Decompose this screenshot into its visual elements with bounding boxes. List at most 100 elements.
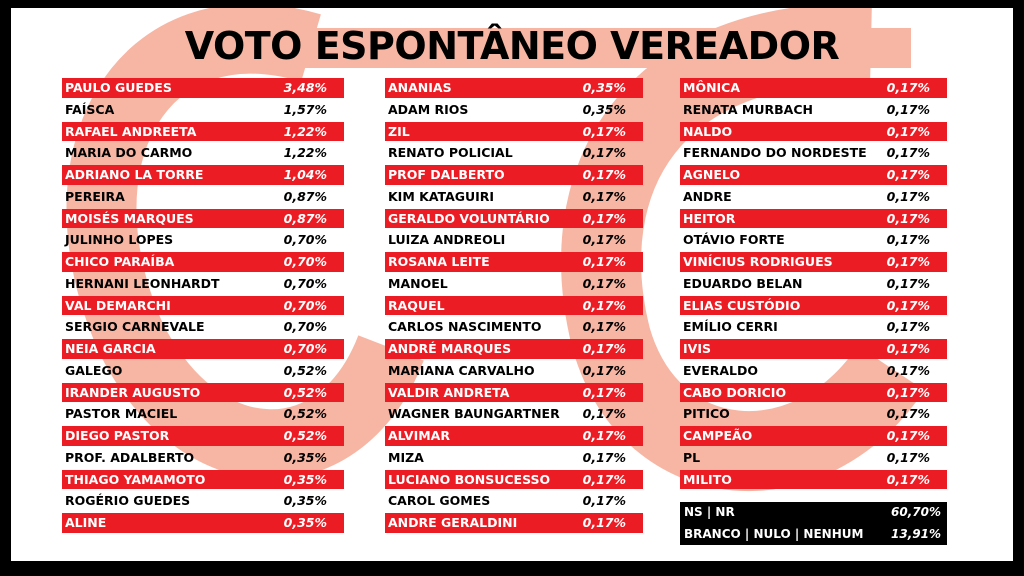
table-row: NALDO 0,17% — [680, 121, 947, 143]
candidate-name: RAQUEL — [388, 297, 445, 313]
table-row: EVERALDO 0,17% — [680, 360, 947, 382]
row-highlight — [680, 165, 947, 185]
row-highlight — [385, 469, 643, 489]
row-highlight — [385, 426, 643, 446]
candidate-percent: 1,22% — [283, 145, 327, 161]
row-highlight — [62, 469, 344, 489]
candidate-percent: 0,52% — [283, 428, 327, 443]
candidate-percent: 0,17% — [582, 449, 626, 465]
candidate-name: CABO DORICIO — [683, 384, 787, 400]
candidate-percent: 0,35% — [283, 493, 327, 509]
candidate-name: DIEGO PASTOR — [65, 428, 170, 443]
table-row: THIAGO YAMAMOTO 0,35% — [62, 469, 344, 491]
candidate-percent: 0,52% — [283, 384, 327, 400]
candidate-percent: 0,17% — [886, 319, 930, 335]
table-row: ZIL 0,17% — [385, 121, 643, 143]
candidate-name: ADAM RIOS — [388, 101, 469, 117]
table-row: IVIS 0,17% — [680, 338, 947, 360]
candidate-name: VINÍCIUS RODRIGUES — [683, 254, 833, 269]
candidate-percent: 0,17% — [582, 493, 626, 509]
candidate-percent: 1,57% — [283, 101, 327, 117]
candidate-percent: 0,17% — [886, 341, 930, 356]
summary-percent: 13,91% — [891, 526, 941, 541]
candidate-name: CHICO PARAÍBA — [65, 254, 175, 269]
candidate-percent: 3,48% — [283, 80, 327, 95]
table-row: ROGÉRIO GUEDES 0,35% — [62, 490, 344, 512]
candidate-percent: 0,70% — [283, 232, 327, 248]
candidate-name: PASTOR MACIEL — [65, 406, 178, 422]
candidate-name: FERNANDO DO NORDESTE — [683, 145, 867, 161]
row-highlight — [680, 208, 947, 228]
candidate-name: AGNELO — [683, 167, 741, 182]
table-row: FERNANDO DO NORDESTE 0,17% — [680, 142, 947, 164]
table-row: CAROL GOMES 0,17% — [385, 490, 643, 512]
table-row: IRANDER AUGUSTO 0,52% — [62, 382, 344, 404]
candidate-percent: 0,35% — [283, 515, 327, 530]
row-highlight — [62, 121, 344, 141]
table-row: LUCIANO BONSUCESSO 0,17% — [385, 469, 643, 491]
candidate-name: SERGIO CARNEVALE — [65, 319, 205, 335]
row-highlight — [385, 295, 643, 315]
table-row: MARIANA CARVALHO 0,17% — [385, 360, 643, 382]
table-row: PASTOR MACIEL 0,52% — [62, 403, 344, 425]
row-highlight — [680, 469, 947, 489]
candidate-name: THIAGO YAMAMOTO — [65, 471, 206, 487]
candidate-name: ELIAS CUSTÓDIO — [683, 297, 801, 313]
results-column-1: PAULO GUEDES 3,48% FAÍSCA 1,57% RAFAEL ANDRE… — [62, 77, 344, 534]
summary-label: NS | NR — [684, 505, 735, 519]
candidate-name: MARIA DO CARMO — [65, 145, 193, 161]
candidate-name: VALDIR ANDRETA — [388, 384, 510, 400]
table-row: ANDRE 0,17% — [680, 186, 947, 208]
table-row: PEREIRA 0,87% — [62, 186, 344, 208]
table-row: MÔNICA 0,17% — [680, 77, 947, 99]
candidate-percent: 1,22% — [283, 123, 327, 139]
candidate-percent: 0,70% — [283, 319, 327, 335]
table-row: CABO DORICIO 0,17% — [680, 382, 947, 404]
row-highlight — [62, 208, 344, 228]
candidate-percent: 0,35% — [283, 471, 327, 487]
candidate-percent: 0,17% — [886, 145, 930, 161]
candidate-name: ADRIANO LA TORRE — [65, 167, 204, 182]
table-row: RENATO POLICIAL 0,17% — [385, 142, 643, 164]
candidate-name: IRANDER AUGUSTO — [65, 384, 201, 400]
table-row: CARLOS NASCIMENTO 0,17% — [385, 316, 643, 338]
row-highlight — [62, 295, 344, 315]
row-highlight — [385, 208, 643, 228]
candidate-name: ZIL — [388, 123, 410, 139]
table-row: RAQUEL 0,17% — [385, 295, 643, 317]
candidate-percent: 0,17% — [886, 449, 930, 465]
candidate-name: NALDO — [683, 123, 733, 139]
candidate-name: CARLOS NASCIMENTO — [388, 319, 542, 335]
table-row: RAFAEL ANDREETA 1,22% — [62, 121, 344, 143]
table-row: ELIAS CUSTÓDIO 0,17% — [680, 295, 947, 317]
table-row: VINÍCIUS RODRIGUES 0,17% — [680, 251, 947, 273]
candidate-percent: 0,17% — [886, 428, 930, 443]
row-highlight — [62, 382, 344, 402]
candidate-name: PAULO GUEDES — [65, 80, 172, 95]
candidate-percent: 0,17% — [582, 167, 626, 182]
candidate-percent: 0,17% — [582, 384, 626, 400]
table-row: EMÍLIO CERRI 0,17% — [680, 316, 947, 338]
candidate-name: CAROL GOMES — [388, 493, 491, 509]
summary-row: NS | NR 60,70% — [680, 502, 947, 524]
candidate-name: EMÍLIO CERRI — [683, 319, 778, 335]
table-row: ADAM RIOS 0,35% — [385, 99, 643, 121]
row-highlight — [62, 165, 344, 185]
candidate-name: RENATO POLICIAL — [388, 145, 513, 161]
table-row: MOISÉS MARQUES 0,87% — [62, 208, 344, 230]
candidate-name: MILITO — [683, 471, 732, 487]
candidate-percent: 0,17% — [886, 232, 930, 248]
candidate-percent: 0,87% — [283, 210, 327, 226]
candidate-name: ANDRE — [683, 188, 732, 204]
row-highlight — [680, 295, 947, 315]
table-row: HERNANI LEONHARDT 0,70% — [62, 273, 344, 295]
row-highlight — [680, 252, 947, 272]
candidate-percent: 0,17% — [582, 428, 626, 443]
page-title: VOTO ESPONTÂNEO VEREADOR — [184, 24, 840, 68]
row-highlight — [680, 426, 947, 446]
table-row: DIEGO PASTOR 0,52% — [62, 425, 344, 447]
candidate-name: MOISÉS MARQUES — [65, 210, 194, 226]
row-highlight — [62, 339, 344, 359]
candidate-name: GERALDO VOLUNTÁRIO — [388, 210, 550, 226]
table-row: ALINE 0,35% — [62, 512, 344, 534]
